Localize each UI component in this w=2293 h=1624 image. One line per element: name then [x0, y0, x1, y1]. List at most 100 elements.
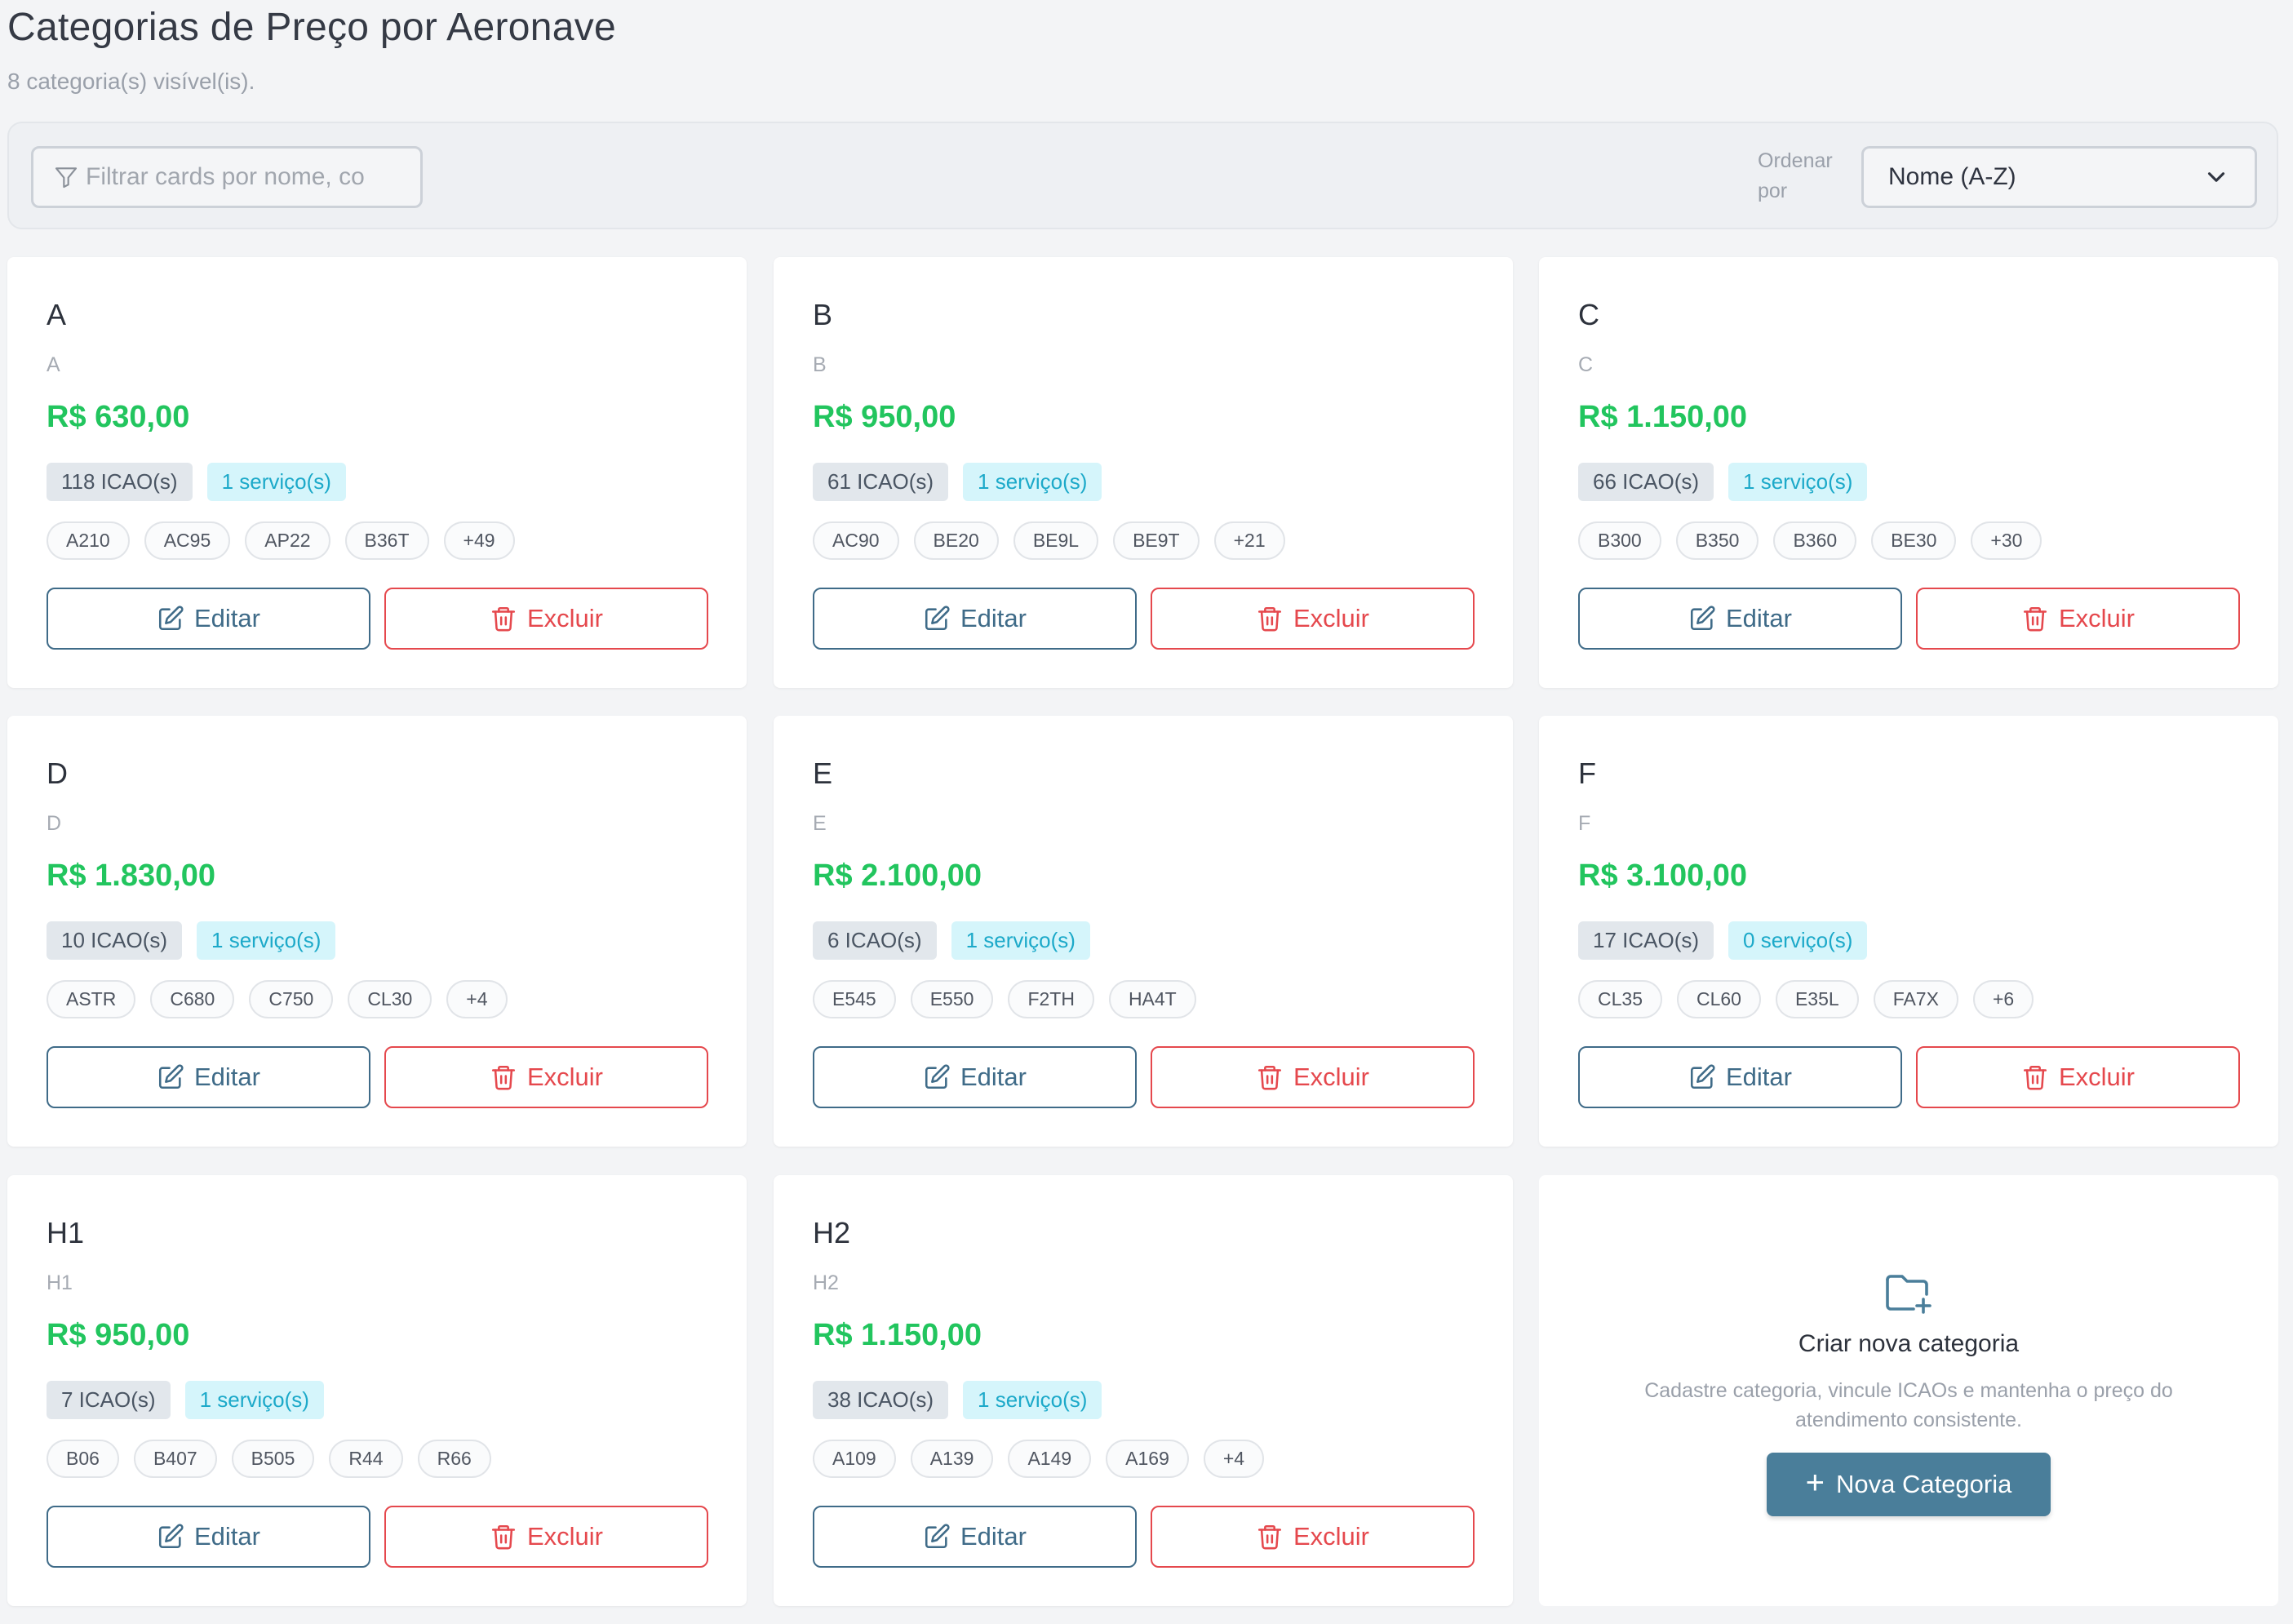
page-title: Categorias de Preço por Aeronave: [7, 6, 617, 49]
trash-icon: [491, 606, 516, 632]
toolbar: Ordenar por Nome (A-Z): [7, 122, 2278, 229]
edit-icon: [925, 606, 950, 631]
filter-field[interactable]: [31, 146, 423, 208]
category-code: H2: [813, 1271, 839, 1294]
edit-button[interactable]: Editar: [813, 1506, 1137, 1568]
edit-button[interactable]: Editar: [47, 1046, 370, 1108]
edit-button[interactable]: Editar: [813, 588, 1137, 650]
edit-icon: [158, 606, 184, 631]
delete-button-label: Excluir: [2058, 1063, 2135, 1091]
icao-chip: B300: [1578, 521, 1661, 560]
delete-button-label: Excluir: [1293, 1522, 1369, 1551]
badge-row: 17 ICAO(s) 0 serviço(s): [1578, 921, 1868, 960]
edit-button-label: Editar: [194, 604, 260, 632]
icao-chip: B407: [133, 1440, 217, 1478]
edit-button-label: Editar: [960, 1522, 1027, 1551]
edit-icon: [158, 1064, 184, 1089]
category-price: R$ 3.100,00: [1578, 859, 1748, 893]
category-title: D: [47, 757, 68, 790]
icao-chip-list: E545 E550 F2TH HA4T: [813, 980, 1196, 1018]
icao-chip: F2TH: [1008, 980, 1094, 1018]
icao-chip: A139: [910, 1440, 994, 1478]
icao-chip: E550: [910, 980, 994, 1018]
category-price: R$ 1.830,00: [47, 859, 216, 893]
category-code: F: [1578, 812, 1591, 835]
category-title: H1: [47, 1216, 85, 1249]
category-title: F: [1578, 757, 1596, 790]
service-count-badge: 1 serviço(s): [197, 921, 336, 960]
delete-button-label: Excluir: [526, 604, 603, 632]
category-title: H2: [813, 1216, 851, 1249]
edit-button[interactable]: Editar: [47, 1506, 370, 1568]
delete-button[interactable]: Excluir: [384, 588, 708, 650]
icao-chip: ASTR: [47, 980, 136, 1018]
trash-icon: [1257, 606, 1282, 632]
filter-icon: [55, 167, 78, 189]
edit-button-label: Editar: [194, 1522, 260, 1551]
sort-select-value: Nome (A-Z): [1888, 163, 2016, 190]
filter-input[interactable]: [86, 163, 412, 191]
category-price: R$ 950,00: [47, 1318, 190, 1352]
edit-button-label: Editar: [960, 604, 1027, 632]
badge-row: 10 ICAO(s) 1 serviço(s): [47, 921, 336, 960]
icao-chip: AC90: [813, 521, 899, 560]
service-count-badge: 1 serviço(s): [206, 463, 346, 501]
category-card: A A R$ 630,00 118 ICAO(s) 1 serviço(s) A210 AC…: [7, 257, 747, 688]
icao-chip: CL35: [1578, 980, 1662, 1018]
delete-button-label: Excluir: [1293, 604, 1369, 632]
icao-count-badge: 66 ICAO(s): [1578, 463, 1714, 501]
trash-icon: [491, 1524, 516, 1550]
icao-chip-list: ASTR C680 C750 CL30 +4: [47, 980, 508, 1018]
category-code: B: [813, 353, 827, 376]
delete-button[interactable]: Excluir: [384, 1506, 708, 1568]
sort-select[interactable]: Nome (A-Z): [1861, 146, 2257, 208]
edit-button[interactable]: Editar: [1578, 1046, 1902, 1108]
new-category-button[interactable]: + Nova Categoria: [1767, 1453, 2051, 1516]
category-card: F F R$ 3.100,00 17 ICAO(s) 0 serviço(s) CL35 C…: [1539, 716, 2278, 1147]
edit-button[interactable]: Editar: [1578, 588, 1902, 650]
icao-chip: R66: [417, 1440, 491, 1478]
category-card: H1 H1 R$ 950,00 7 ICAO(s) 1 serviço(s) B06 B40…: [7, 1175, 747, 1606]
icao-count-badge: 17 ICAO(s): [1578, 921, 1714, 960]
badge-row: 7 ICAO(s) 1 serviço(s): [47, 1381, 324, 1419]
new-category-description: Cadastre categoria, vincule ICAOs e mant…: [1644, 1379, 2173, 1431]
icao-chip: A109: [813, 1440, 896, 1478]
icao-chip: +30: [1971, 521, 2042, 560]
chevron-down-icon: [2207, 172, 2225, 182]
icao-chip: E545: [813, 980, 896, 1018]
badge-row: 118 ICAO(s) 1 serviço(s): [47, 463, 346, 501]
edit-button-label: Editar: [960, 1063, 1027, 1091]
edit-button[interactable]: Editar: [47, 588, 370, 650]
delete-button[interactable]: Excluir: [1151, 1506, 1475, 1568]
icao-chip: +4: [446, 980, 508, 1018]
service-count-badge: 1 serviço(s): [951, 921, 1090, 960]
icao-chip: FA7X: [1873, 980, 1958, 1018]
delete-button[interactable]: Excluir: [1151, 1046, 1475, 1108]
category-card: C C R$ 1.150,00 66 ICAO(s) 1 serviço(s) B300 B…: [1539, 257, 2278, 688]
category-price: R$ 630,00: [47, 400, 190, 434]
delete-button-label: Excluir: [526, 1522, 603, 1551]
badge-row: 66 ICAO(s) 1 serviço(s): [1578, 463, 1868, 501]
icao-count-badge: 10 ICAO(s): [47, 921, 183, 960]
icao-chip: A210: [47, 521, 130, 560]
delete-button[interactable]: Excluir: [1151, 588, 1475, 650]
edit-button[interactable]: Editar: [813, 1046, 1137, 1108]
icao-chip: C680: [150, 980, 235, 1018]
icao-count-badge: 38 ICAO(s): [813, 1381, 949, 1419]
icao-chip: B360: [1773, 521, 1857, 560]
icao-chip-list: A210 AC95 AP22 B36T +49: [47, 521, 515, 560]
delete-button[interactable]: Excluir: [1916, 588, 2240, 650]
delete-button[interactable]: Excluir: [384, 1046, 708, 1108]
icao-chip: BE20: [913, 521, 999, 560]
category-title: B: [813, 298, 833, 331]
category-code: C: [1578, 353, 1594, 376]
delete-button[interactable]: Excluir: [1916, 1046, 2240, 1108]
folder-plus-icon: [1886, 1275, 1932, 1314]
icao-chip: AC95: [144, 521, 231, 560]
edit-button-label: Editar: [194, 1063, 260, 1091]
new-category-button-label: Nova Categoria: [1835, 1470, 2012, 1498]
category-price: R$ 950,00: [813, 400, 956, 434]
trash-icon: [2023, 1065, 2047, 1090]
edit-icon: [1690, 606, 1715, 631]
icao-chip: B06: [47, 1440, 119, 1478]
